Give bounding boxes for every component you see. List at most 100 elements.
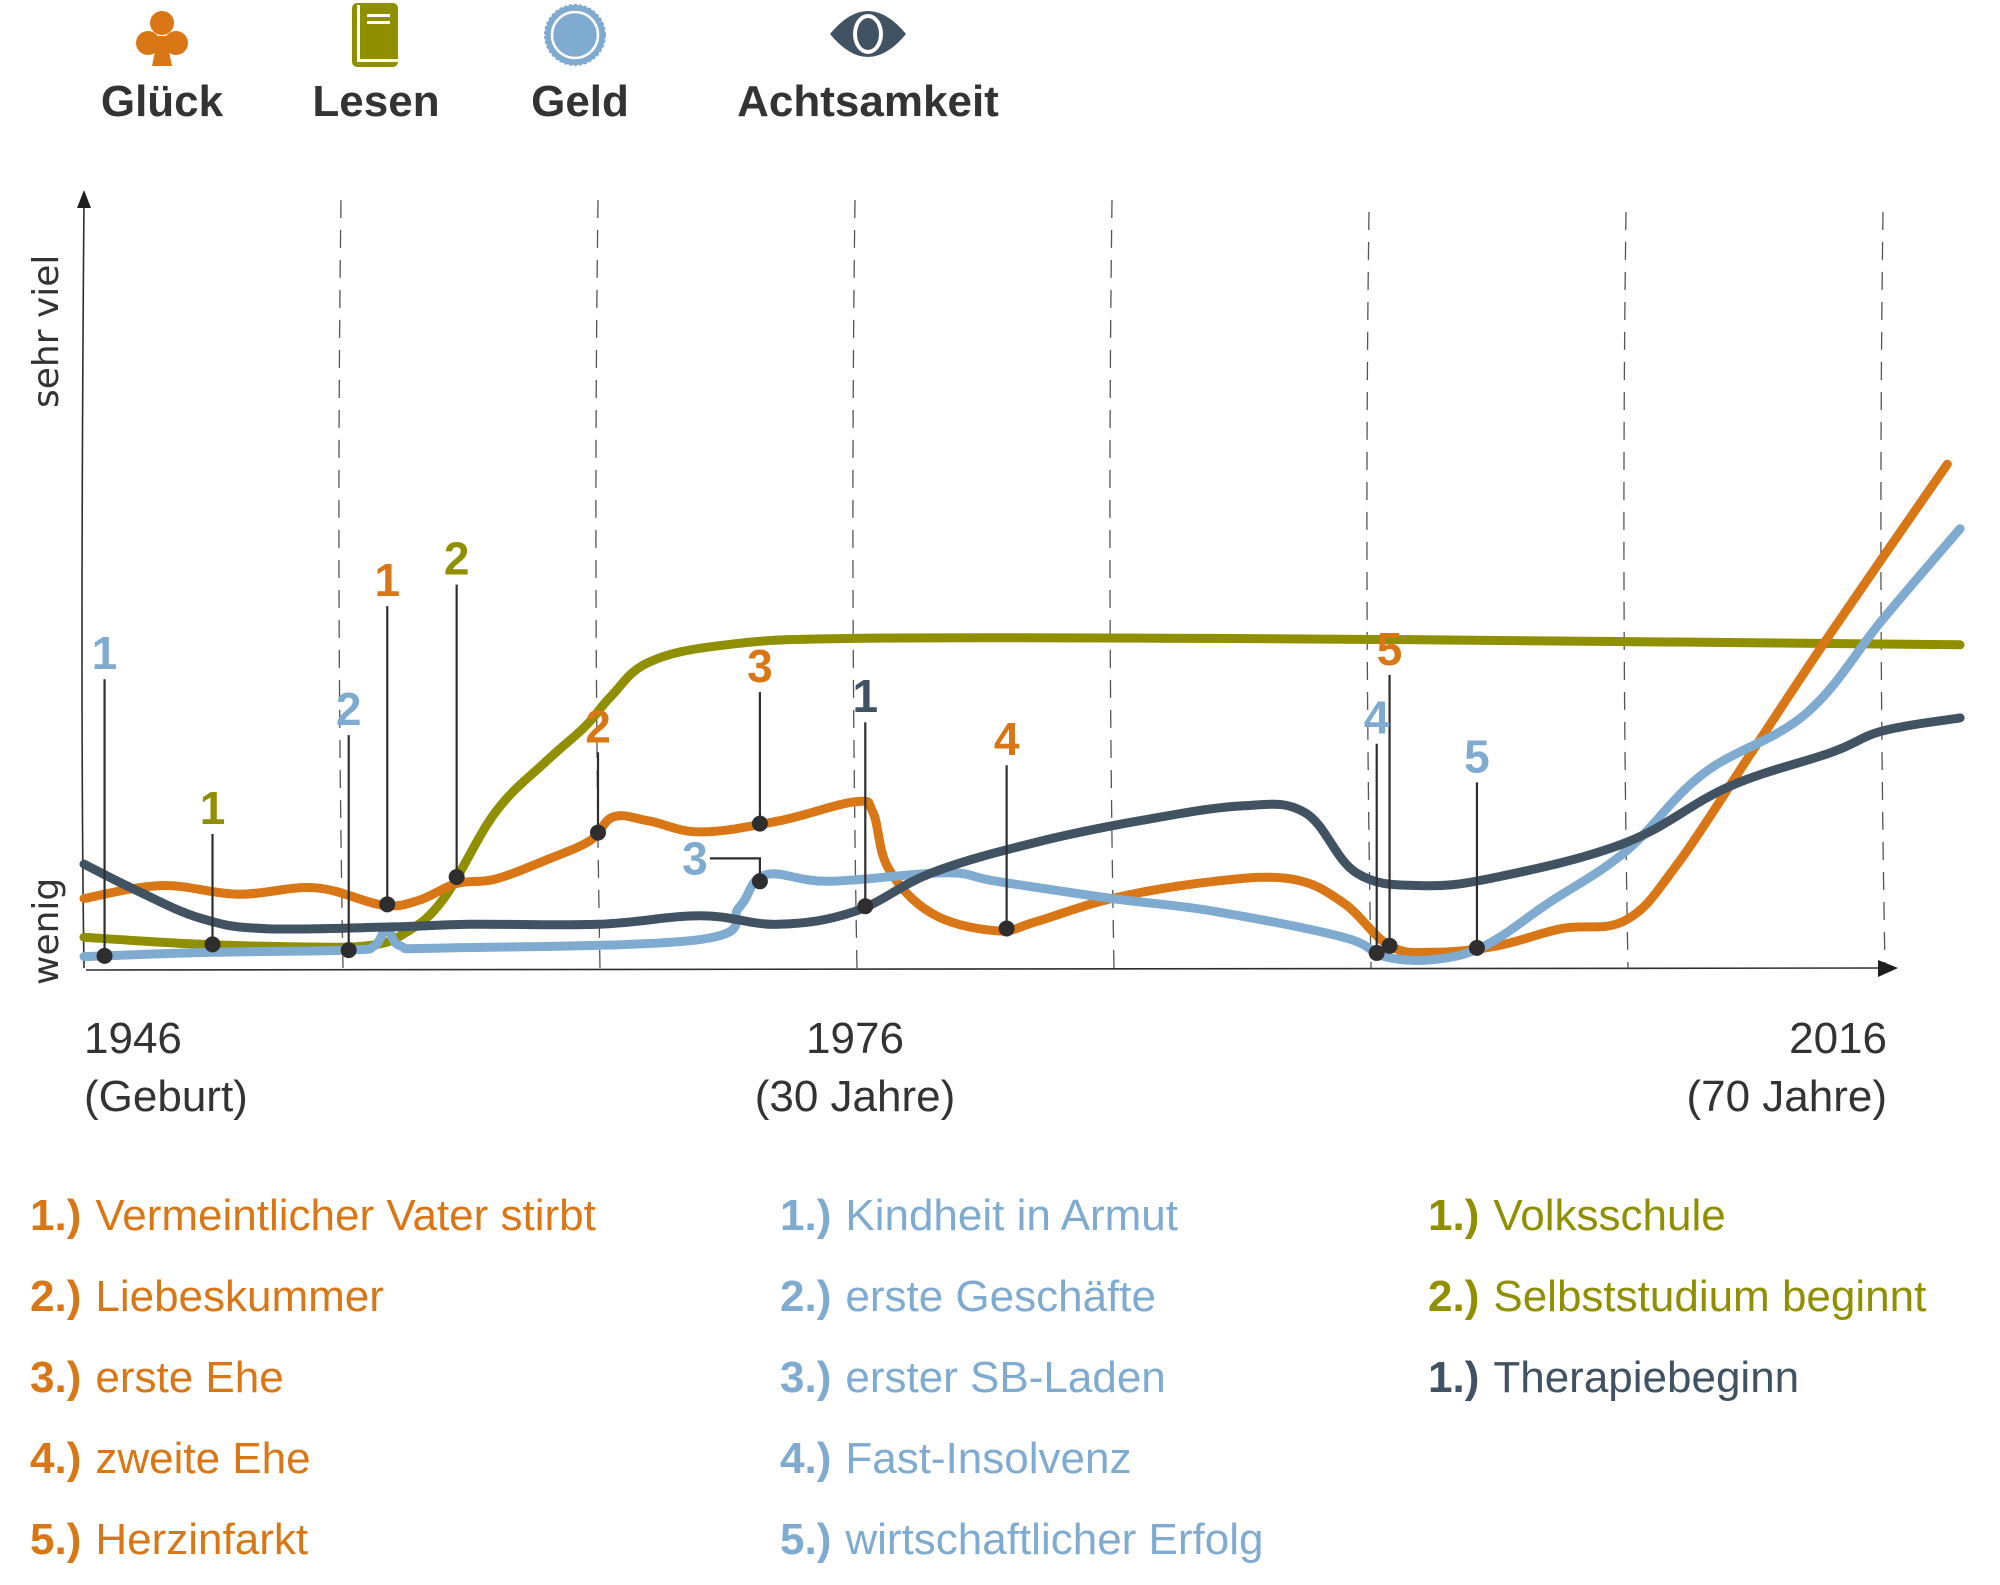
series-line-achtsamkeit xyxy=(79,713,1965,934)
y-axis-label-bottom: wenig xyxy=(26,878,67,985)
event-glueck-4: 4 xyxy=(994,713,1020,937)
club-icon xyxy=(136,11,188,66)
note-glueck-1: 1.) Vermeintlicher Vater stirbt xyxy=(30,1180,596,1261)
note-text: Fast-Insolvenz xyxy=(845,1434,1132,1483)
event-number: 5 xyxy=(1464,730,1490,782)
event-lesen-2: 2 xyxy=(444,533,470,885)
notes-geld: 1.) Kindheit in Armut 2.) erste Geschäfte … xyxy=(780,1180,1264,1585)
legend-glueck: Glück xyxy=(101,11,224,126)
event-geld-2: 2 xyxy=(336,683,362,959)
gridline-1986 xyxy=(1109,199,1115,969)
note-num: 4.) xyxy=(780,1434,832,1483)
event-geld-3: 3 xyxy=(682,832,768,890)
x-tick-year: 1976 xyxy=(806,1014,904,1063)
book-icon xyxy=(352,3,398,67)
y-axis-label-top: sehr viel xyxy=(26,255,67,408)
note-num: 2.) xyxy=(1428,1272,1480,1321)
note-lesen-1: 1.) Volksschule xyxy=(1428,1180,1926,1261)
legend-lesen: Lesen xyxy=(312,3,440,126)
x-tick-labels: 1946 (Geburt) 1976 (30 Jahre) 2016 (70 Jahre) xyxy=(84,1014,1887,1121)
note-num: 1.) xyxy=(1428,1191,1480,1240)
event-number: 4 xyxy=(1364,692,1390,744)
legend-geld: Geld xyxy=(531,4,629,126)
note-num: 1.) xyxy=(780,1191,832,1240)
note-glueck-4: 4.) zweite Ehe xyxy=(30,1423,596,1504)
event-number: 5 xyxy=(1377,623,1403,675)
event-geld-1: 1 xyxy=(92,627,118,964)
note-num: 1.) xyxy=(30,1191,82,1240)
event-dot xyxy=(448,869,465,885)
note-num: 2.) xyxy=(30,1272,82,1321)
note-num: 4.) xyxy=(30,1434,82,1483)
note-num: 3.) xyxy=(780,1353,832,1402)
grid-layer xyxy=(338,199,1886,969)
x-axis xyxy=(85,967,1893,971)
event-dot xyxy=(96,947,113,964)
event-dot xyxy=(857,898,874,915)
series-line-glueck xyxy=(79,459,1952,958)
note-text: wirtschaftlicher Erfolg xyxy=(845,1515,1264,1564)
coin-icon xyxy=(544,4,606,66)
event-geld-4: 4 xyxy=(1364,692,1390,961)
event-glueck-2: 2 xyxy=(585,700,611,841)
legend-label-glueck: Glück xyxy=(101,77,224,126)
event-number: 1 xyxy=(374,554,400,606)
event-number: 4 xyxy=(994,713,1020,765)
legend-label-geld: Geld xyxy=(531,77,629,126)
note-text: Kindheit in Armut xyxy=(845,1191,1178,1240)
event-dot xyxy=(1368,944,1385,961)
notes-glueck: 1.) Vermeintlicher Vater stirbt 2.) Liebes… xyxy=(30,1180,596,1585)
event-number: 1 xyxy=(200,782,226,834)
x-axis-arrow xyxy=(1878,960,1898,977)
series-layer xyxy=(79,459,1965,966)
gridline-1956 xyxy=(338,199,344,969)
note-num: 5.) xyxy=(30,1515,82,1564)
series-line-geld xyxy=(79,524,1965,966)
x-tick-age: (70 Jahre) xyxy=(1686,1072,1887,1121)
x-tick-year: 2016 xyxy=(1789,1014,1887,1063)
axes-layer xyxy=(77,190,1898,977)
event-dot xyxy=(1468,939,1485,956)
y-axis-arrow xyxy=(77,190,91,208)
event-geld-5: 5 xyxy=(1464,730,1490,956)
event-dot xyxy=(751,873,768,890)
note-text: erste Ehe xyxy=(95,1353,284,1402)
event-number: 1 xyxy=(92,627,118,679)
eye-icon xyxy=(830,11,906,57)
note-glueck-5: 5.) Herzinfarkt xyxy=(30,1504,596,1585)
x-tick-age: (30 Jahre) xyxy=(755,1072,956,1121)
note-lesen-2: 2.) Selbststudium beginnt xyxy=(1428,1261,1926,1342)
event-glueck-1: 1 xyxy=(374,554,400,913)
note-glueck-2: 2.) Liebeskummer xyxy=(30,1261,596,1342)
event-dot xyxy=(751,815,768,832)
note-text: Liebeskummer xyxy=(95,1272,384,1321)
note-text: erste Geschäfte xyxy=(845,1272,1156,1321)
event-lesen-1: 1 xyxy=(200,782,226,953)
note-glueck-3: 3.) erste Ehe xyxy=(30,1342,596,1423)
note-num: 2.) xyxy=(780,1272,832,1321)
event-number: 2 xyxy=(444,533,470,585)
note-achtsamkeit-1: 1.) Therapiebeginn xyxy=(1428,1342,1926,1423)
event-dot xyxy=(998,920,1015,937)
event-number: 2 xyxy=(585,700,611,752)
y-axis xyxy=(81,197,85,969)
event-glueck-5: 5 xyxy=(1377,623,1403,954)
note-geld-4: 4.) Fast-Insolvenz xyxy=(780,1423,1264,1504)
legend-label-achtsamkeit: Achtsamkeit xyxy=(737,77,999,126)
gridline-2016 xyxy=(1880,211,1886,969)
note-text: Volksschule xyxy=(1493,1191,1726,1240)
gridline-2006 xyxy=(1623,211,1629,969)
note-geld-2: 2.) erste Geschäfte xyxy=(780,1261,1264,1342)
note-text: Vermeintlicher Vater stirbt xyxy=(95,1191,596,1240)
event-number: 3 xyxy=(747,640,773,692)
event-number: 3 xyxy=(682,832,708,884)
note-num: 5.) xyxy=(780,1515,832,1564)
note-geld-5: 5.) wirtschaftlicher Erfolg xyxy=(780,1504,1264,1585)
legend-label-lesen: Lesen xyxy=(312,77,439,126)
event-dot xyxy=(590,824,606,841)
note-text: Selbststudium beginnt xyxy=(1493,1272,1927,1321)
note-geld-3: 3.) erster SB-Laden xyxy=(780,1342,1264,1423)
note-text: Therapiebeginn xyxy=(1493,1353,1800,1402)
